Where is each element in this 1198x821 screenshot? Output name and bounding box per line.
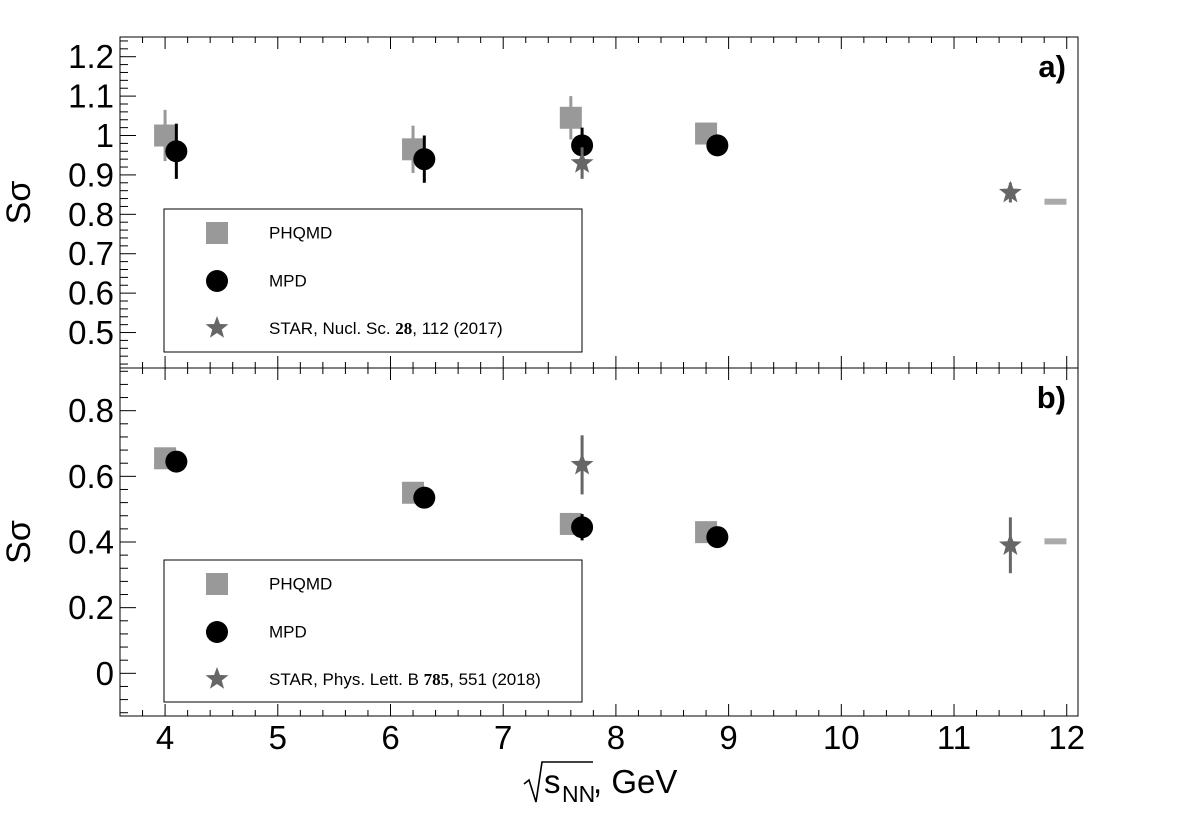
legend: PHQMD MPD STAR, Nucl. Sc. 28, 112 (2017) — [163, 208, 583, 353]
series-circle — [165, 123, 729, 183]
legend-label-bold: 28 — [395, 319, 412, 338]
y-axis-title: Sσ — [0, 181, 38, 225]
data-point-circle — [706, 526, 729, 549]
series-star — [570, 147, 1022, 203]
series-square — [154, 447, 718, 544]
y-tick-label: 0.6 — [68, 458, 114, 495]
legend-label: STAR, Nucl. Sc. 28, 112 (2017) — [269, 319, 503, 338]
series-circle — [165, 450, 729, 549]
x-axis-title-main: s — [544, 763, 561, 800]
legend: PHQMD MPD STAR, Phys. Lett. B 785, 551 (20… — [163, 559, 583, 703]
data-point-circle — [165, 140, 188, 163]
panel-b: 0 0.2 0.4 0.6 0.8 Sσ b) 4 5 6 7 8 9 10 11 12 PHQMD MPD STA… — [0, 367, 1085, 756]
legend-label: STAR, Phys. Lett. B 785, 551 (2018) — [269, 670, 541, 689]
x-axis-title-suffix: , GeV — [593, 763, 677, 800]
y-tick-label: 0.9 — [68, 156, 114, 193]
series-star — [570, 435, 1022, 574]
legend-label-text: , 112 (2017) — [412, 319, 502, 338]
x-tick-label: 7 — [494, 719, 512, 756]
data-point-star — [570, 452, 594, 475]
data-point-square — [154, 124, 177, 147]
legend-label-text: , 551 (2018) — [449, 670, 541, 689]
legend-marker-circle — [206, 621, 228, 643]
data-point-star — [998, 180, 1022, 203]
data-point-circle — [571, 134, 594, 157]
y-tick-label: 0.6 — [68, 275, 114, 312]
x-ticks — [119, 37, 1068, 368]
x-tick-label: 11 — [937, 719, 971, 756]
y-tick-label: 0.5 — [68, 314, 114, 351]
x-tick-label: 4 — [156, 719, 174, 756]
data-point-circle — [706, 134, 729, 157]
x-tick-label: 6 — [381, 719, 399, 756]
y-axis-title: Sσ — [0, 520, 38, 564]
y-tick-label: 1 — [96, 117, 114, 154]
legend-marker-star — [205, 316, 229, 338]
legend-label-text: STAR, Phys. Lett. B — [269, 670, 424, 689]
data-point-star — [570, 151, 594, 173]
series-band — [1044, 538, 1067, 545]
legend-label: MPD — [269, 623, 307, 642]
panel-a: 0.50.60.70.80.911.11.2 Sσ a) PHQMD MPD STAR, … — [0, 36, 1079, 369]
x-tick-label: 9 — [719, 719, 737, 756]
y-tick-label: 0.7 — [68, 235, 114, 272]
legend-box — [163, 559, 583, 703]
data-point-circle — [413, 486, 436, 509]
x-axis-title: s NN, GeV — [523, 761, 677, 807]
data-point-square — [559, 106, 582, 129]
y-tick-label: 0.4 — [68, 524, 114, 561]
data-point-circle — [165, 450, 188, 473]
y-tick-label: 1.2 — [68, 38, 114, 75]
y-tick-label: 0 — [96, 655, 114, 692]
y-tick-label: 0.8 — [68, 392, 114, 429]
data-point-circle — [571, 516, 594, 539]
panel-label: b) — [1037, 380, 1066, 415]
y-tick-label: 0.2 — [68, 589, 114, 626]
y-ticks — [120, 370, 136, 714]
legend-label: PHQMD — [269, 224, 332, 243]
x-tick-label: 12 — [1048, 719, 1085, 756]
data-band — [1044, 538, 1067, 545]
y-tick-label: 0.8 — [68, 196, 114, 233]
x-tick-label: 8 — [607, 719, 625, 756]
x-ticks — [119, 368, 1068, 716]
data-point-circle — [413, 148, 436, 171]
legend-marker-circle — [206, 270, 228, 292]
legend-label-text: STAR, Nucl. Sc. — [269, 319, 395, 338]
data-band — [1044, 198, 1067, 205]
legend-marker-star — [205, 667, 229, 689]
y-ticks — [120, 40, 136, 365]
x-axis-title-sub: NN — [562, 781, 595, 807]
panel-label: a) — [1038, 49, 1066, 84]
sqrt-sign — [523, 761, 593, 803]
x-tick-label: 5 — [269, 719, 287, 756]
x-tick-label: 10 — [823, 719, 860, 756]
legend-box — [163, 208, 583, 353]
legend-label-bold: 785 — [424, 670, 450, 689]
data-point-star — [998, 533, 1022, 555]
legend-marker-square — [206, 573, 228, 595]
legend-marker-square — [206, 222, 228, 244]
y-tick-label: 1.1 — [68, 78, 114, 115]
legend-label: PHQMD — [269, 575, 332, 594]
series-band — [1044, 198, 1067, 205]
series-square — [154, 96, 718, 173]
legend-label: MPD — [269, 272, 307, 291]
